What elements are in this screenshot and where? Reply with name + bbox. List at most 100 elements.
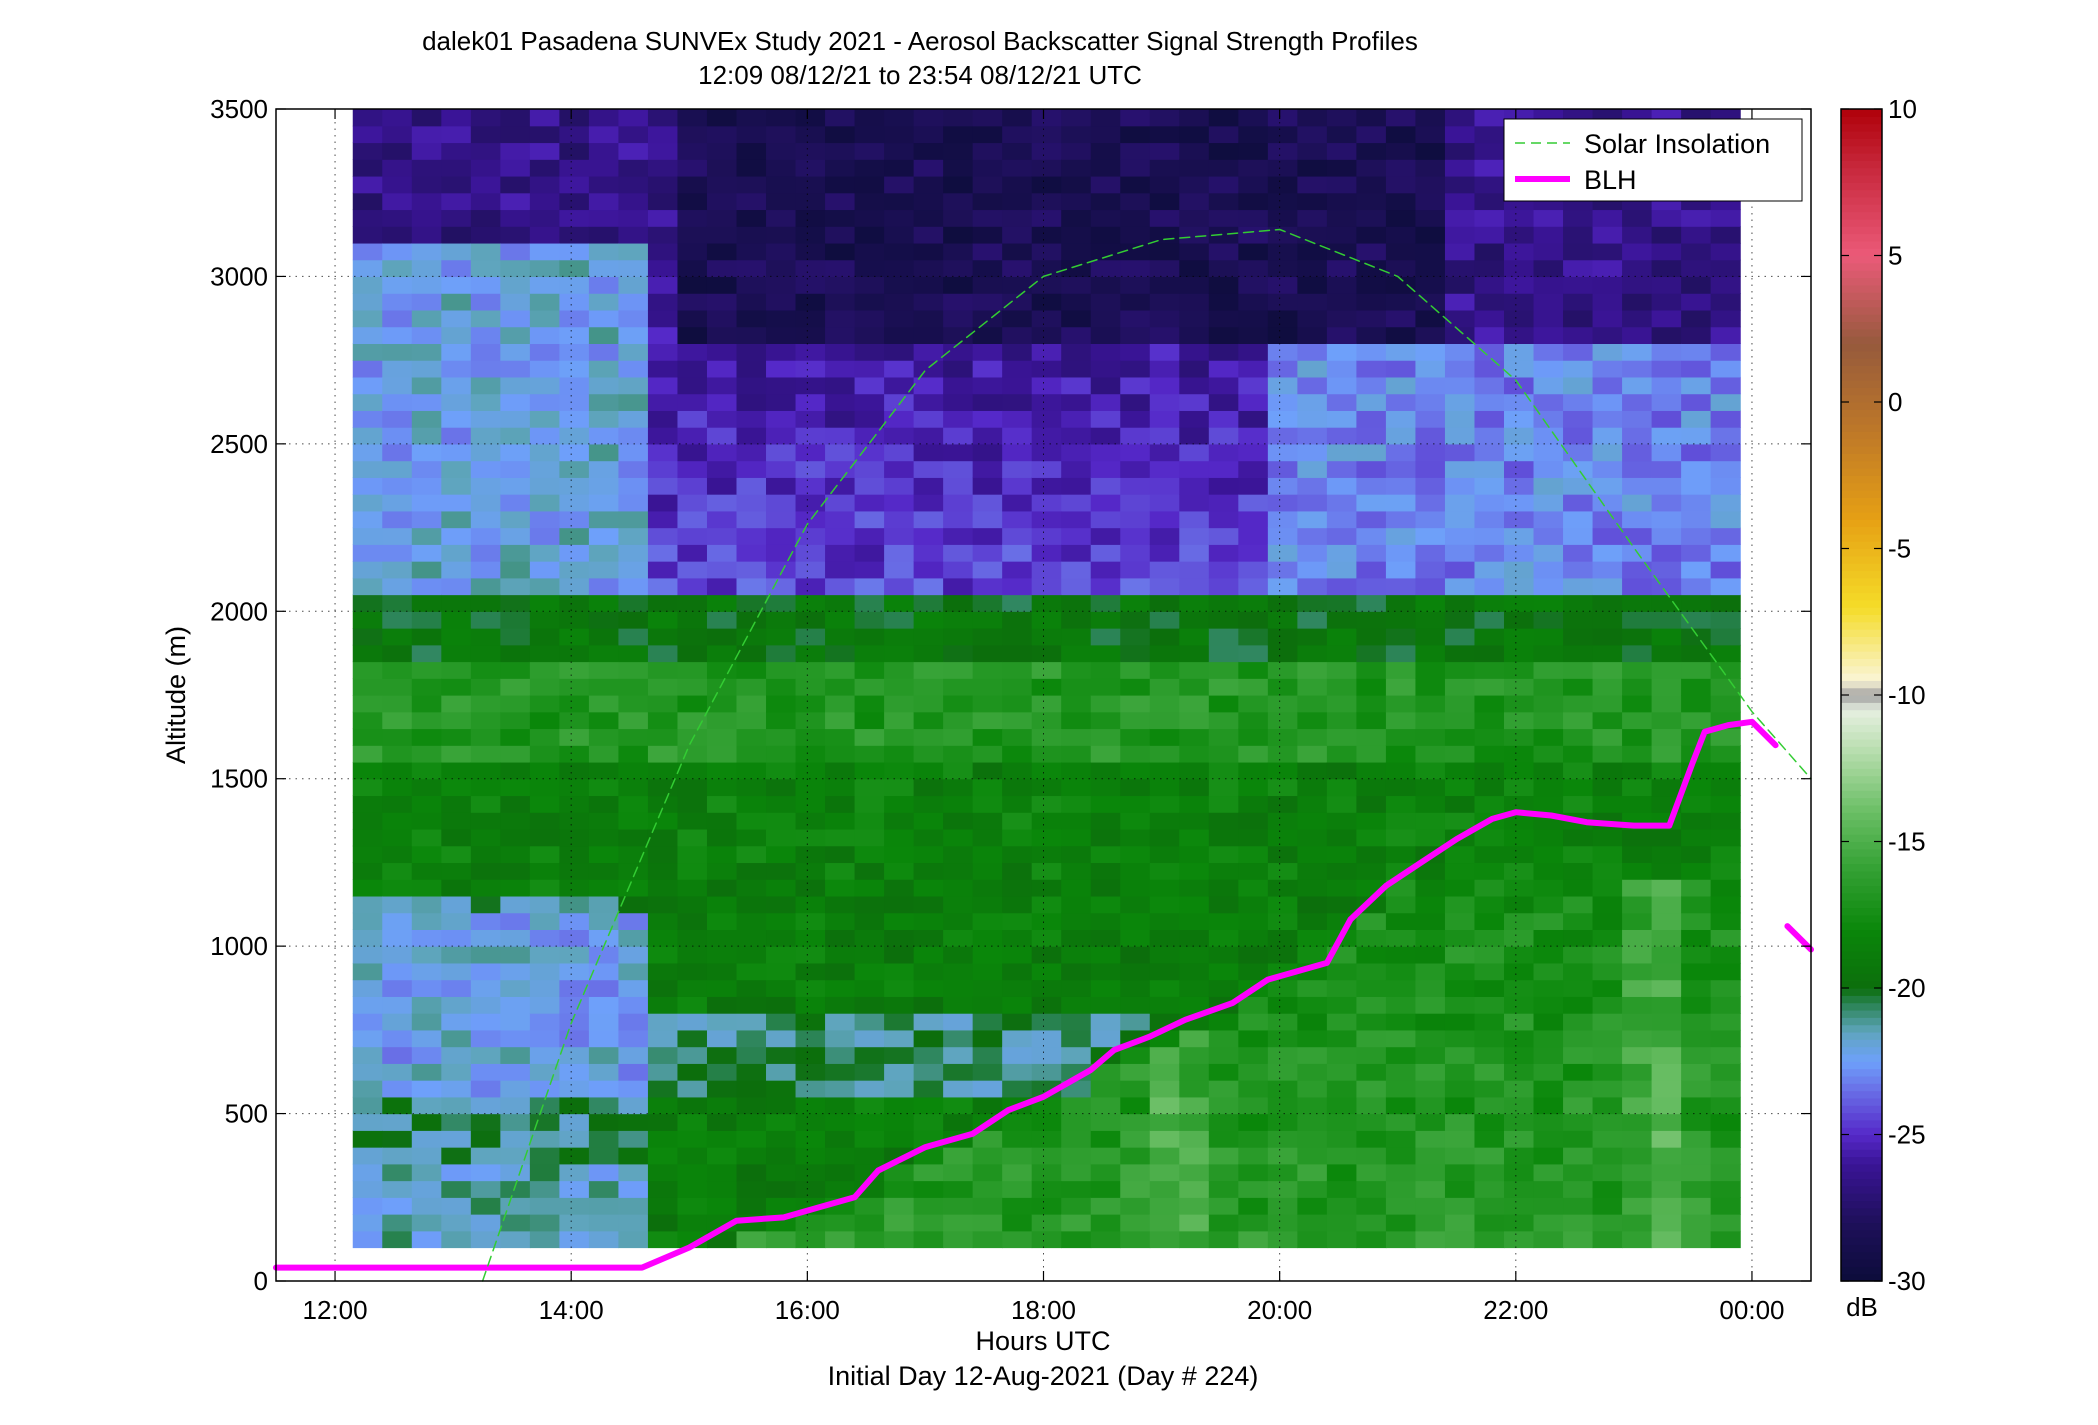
heatmap-cell [1474,761,1505,780]
colorbar-cell [1841,482,1882,491]
heatmap-cell [825,142,856,160]
heatmap-cell [441,1147,472,1165]
heatmap-cell [1710,1230,1741,1249]
heatmap-cell [1504,912,1535,930]
heatmap-cell [1238,561,1269,579]
heatmap-cell [500,326,531,344]
heatmap-cell [1385,946,1417,964]
heatmap-cell [1061,175,1092,194]
heatmap-cell [1651,761,1682,780]
heatmap-cell [1710,410,1741,428]
heatmap-cell [913,929,944,947]
heatmap-cell [1208,443,1239,462]
heatmap-cell [1415,460,1446,478]
heatmap-cell [706,895,738,914]
heatmap-cell [559,410,590,428]
colorbar-cell [1841,695,1882,703]
heatmap-cell [441,1113,472,1131]
heatmap-cell [647,343,679,361]
heatmap-cell [825,109,856,127]
heatmap-cell [1090,996,1121,1014]
heatmap-cell [1415,443,1446,462]
heatmap-cell [1385,1113,1417,1131]
heatmap-cell [441,1029,472,1048]
heatmap-cell [1681,360,1712,378]
heatmap-cell [736,1230,767,1249]
heatmap-cell [411,159,442,177]
heatmap-cell [943,360,974,378]
heatmap-cell [913,1230,944,1249]
heatmap-cell [618,611,649,629]
heatmap-cell [1444,577,1476,596]
heatmap-cell [559,309,590,328]
heatmap-cell [1356,695,1387,713]
heatmap-cell [972,644,1003,663]
heatmap-cell [1238,962,1269,981]
heatmap-cell [1208,544,1239,562]
colorbar-cell [1841,1200,1882,1209]
heatmap-cell [1208,812,1239,830]
heatmap-cell [1326,979,1357,997]
heatmap-cell [1179,1113,1210,1131]
heatmap-cell [1385,745,1417,763]
heatmap-cell [1444,728,1476,746]
heatmap-cell [1061,192,1092,211]
heatmap-cell [1061,678,1092,696]
heatmap-cell [1563,895,1594,914]
heatmap-cell [706,1046,738,1064]
heatmap-cell [913,477,944,495]
heatmap-cell [1385,1147,1417,1165]
heatmap-cell [1031,293,1062,311]
heatmap-cell [1385,628,1417,646]
colorbar-cell [1841,255,1882,264]
heatmap-cell [1267,1096,1298,1115]
heatmap-cell [1592,611,1623,629]
heatmap-cell [1651,862,1682,880]
heatmap-cell [559,1180,590,1198]
heatmap-cell [825,443,856,462]
heatmap-cell [1651,410,1682,428]
heatmap-cell [1444,209,1476,227]
heatmap-cell [766,209,797,227]
heatmap-cell [1710,979,1741,997]
heatmap-cell [441,1080,472,1098]
heatmap-cell [559,477,590,495]
heatmap-cell [1297,1130,1328,1148]
heatmap-cell [1238,1180,1269,1198]
heatmap-cell [1681,895,1712,914]
heatmap-cell [677,1197,708,1215]
heatmap-cell [1415,1197,1446,1215]
heatmap-cell [1563,477,1594,495]
heatmap-cell [825,175,856,194]
heatmap-cell [411,109,442,127]
heatmap-cell [736,628,767,646]
heatmap-cell [943,946,974,964]
heatmap-cell [854,561,885,579]
heatmap-cell [529,1214,560,1232]
heatmap-cell [1326,778,1357,797]
heatmap-cell [1002,561,1033,579]
heatmap-cell [1622,828,1653,847]
heatmap-cell [1149,192,1180,211]
heatmap-cell [677,259,708,278]
heatmap-cell [500,443,531,462]
heatmap-cell [1238,929,1269,947]
heatmap-cell [1208,510,1239,529]
heatmap-cell [1297,494,1328,512]
colorbar-cell [1841,182,1882,191]
heatmap-cell [382,343,413,361]
heatmap-cell [588,695,620,713]
heatmap-cell [1120,109,1151,127]
heatmap-cell [1563,360,1594,378]
heatmap-cell [943,460,974,478]
heatmap-cell [411,494,442,512]
heatmap-cell [1563,343,1594,361]
heatmap-cell [382,761,413,780]
heatmap-cell [382,494,413,512]
heatmap-cell [854,1214,885,1232]
heatmap-cell [1651,611,1682,629]
heatmap-cell [352,309,383,328]
heatmap-cell [441,761,472,780]
heatmap-cell [972,661,1003,679]
heatmap-cell [1179,745,1210,763]
